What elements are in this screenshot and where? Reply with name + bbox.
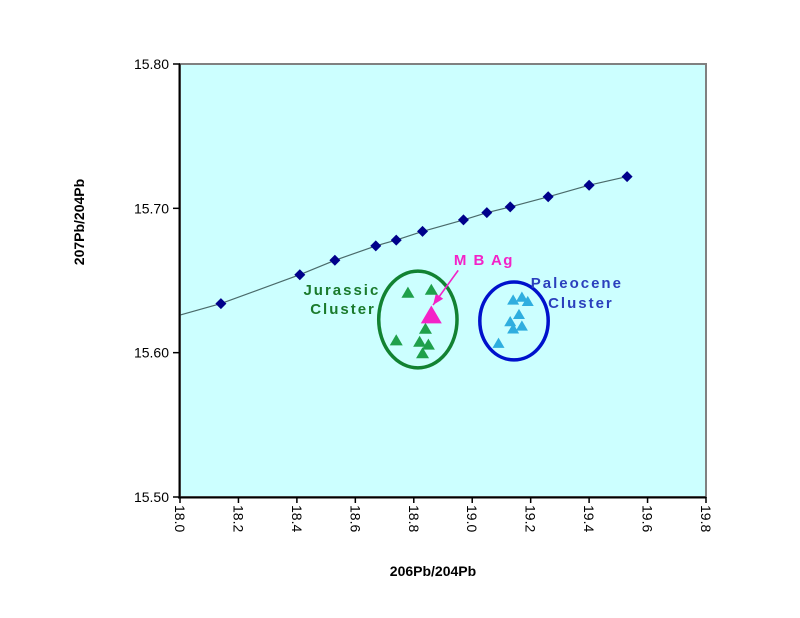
x-tick-label: 19.4	[581, 505, 597, 532]
plot-layer: 15.50 15.60 15.70 15.80 18.0 18.2 18.4 18.6 18.8…	[134, 56, 714, 532]
growth-curve-point	[583, 179, 595, 191]
y-tick-label: 15.70	[134, 200, 169, 216]
x-tick-label: 18.4	[289, 505, 305, 532]
growth-curve-point	[417, 225, 429, 237]
mb-ag-label: M B Ag	[454, 252, 514, 269]
x-tick-label: 18.6	[347, 505, 363, 532]
jurassic-ellipse	[376, 269, 459, 370]
paleocene-label-line1: Paleocene	[531, 275, 623, 292]
jurassic-label-line1: Jurassic	[303, 282, 380, 299]
paleocene-cluster-point	[492, 337, 505, 348]
paleocene-label-line2: Cluster	[548, 295, 614, 312]
growth-curve-point	[370, 240, 382, 252]
growth-curve-point	[390, 234, 402, 246]
jurassic-cluster-point	[413, 335, 427, 347]
paleocene-cluster-point	[515, 291, 528, 302]
y-tick-label: 15.80	[134, 56, 169, 72]
growth-curve-point	[621, 171, 633, 183]
growth-curve-point	[329, 254, 341, 266]
paleocene-cluster-point	[515, 320, 528, 331]
jurassic-cluster-point	[416, 347, 430, 359]
paleocene-ellipse	[478, 280, 550, 362]
growth-curve-point	[457, 214, 469, 226]
paleocene-cluster-point	[507, 294, 520, 305]
mb-ag-sample-point	[420, 305, 442, 324]
x-axis-title: 206Pb/204Pb	[390, 563, 476, 579]
paleocene-cluster-point	[512, 308, 525, 320]
jurassic-cluster-point	[421, 338, 435, 350]
jurassic-cluster-point	[418, 322, 432, 334]
jurassic-cluster-point	[424, 283, 438, 295]
x-tick-label: 19.8	[698, 505, 714, 532]
x-tick-label: 19.6	[640, 505, 656, 532]
paleocene-cluster-point	[507, 323, 520, 334]
growth-curve-point	[481, 207, 493, 219]
x-tick-label: 19.0	[464, 505, 480, 532]
x-tick-label: 19.2	[523, 505, 539, 532]
growth-curve-point	[504, 201, 516, 213]
y-tick-label: 15.50	[134, 489, 169, 505]
y-axis-title: 207Pb/204Pb	[71, 179, 87, 265]
x-tick-label: 18.0	[172, 505, 188, 532]
jurassic-cluster-point	[401, 286, 415, 298]
y-tick-label: 15.60	[134, 345, 169, 361]
mb-ag-arrow-head	[433, 293, 444, 306]
jurassic-label-line2: Cluster	[310, 301, 376, 318]
x-tick-label: 18.2	[230, 505, 246, 532]
growth-curve-point	[294, 269, 306, 281]
growth-curve-point	[542, 191, 554, 203]
jurassic-cluster-point	[389, 334, 403, 346]
x-tick-label: 18.8	[406, 505, 422, 532]
paleocene-cluster-point	[521, 295, 534, 307]
growth-curve-point	[215, 298, 227, 310]
